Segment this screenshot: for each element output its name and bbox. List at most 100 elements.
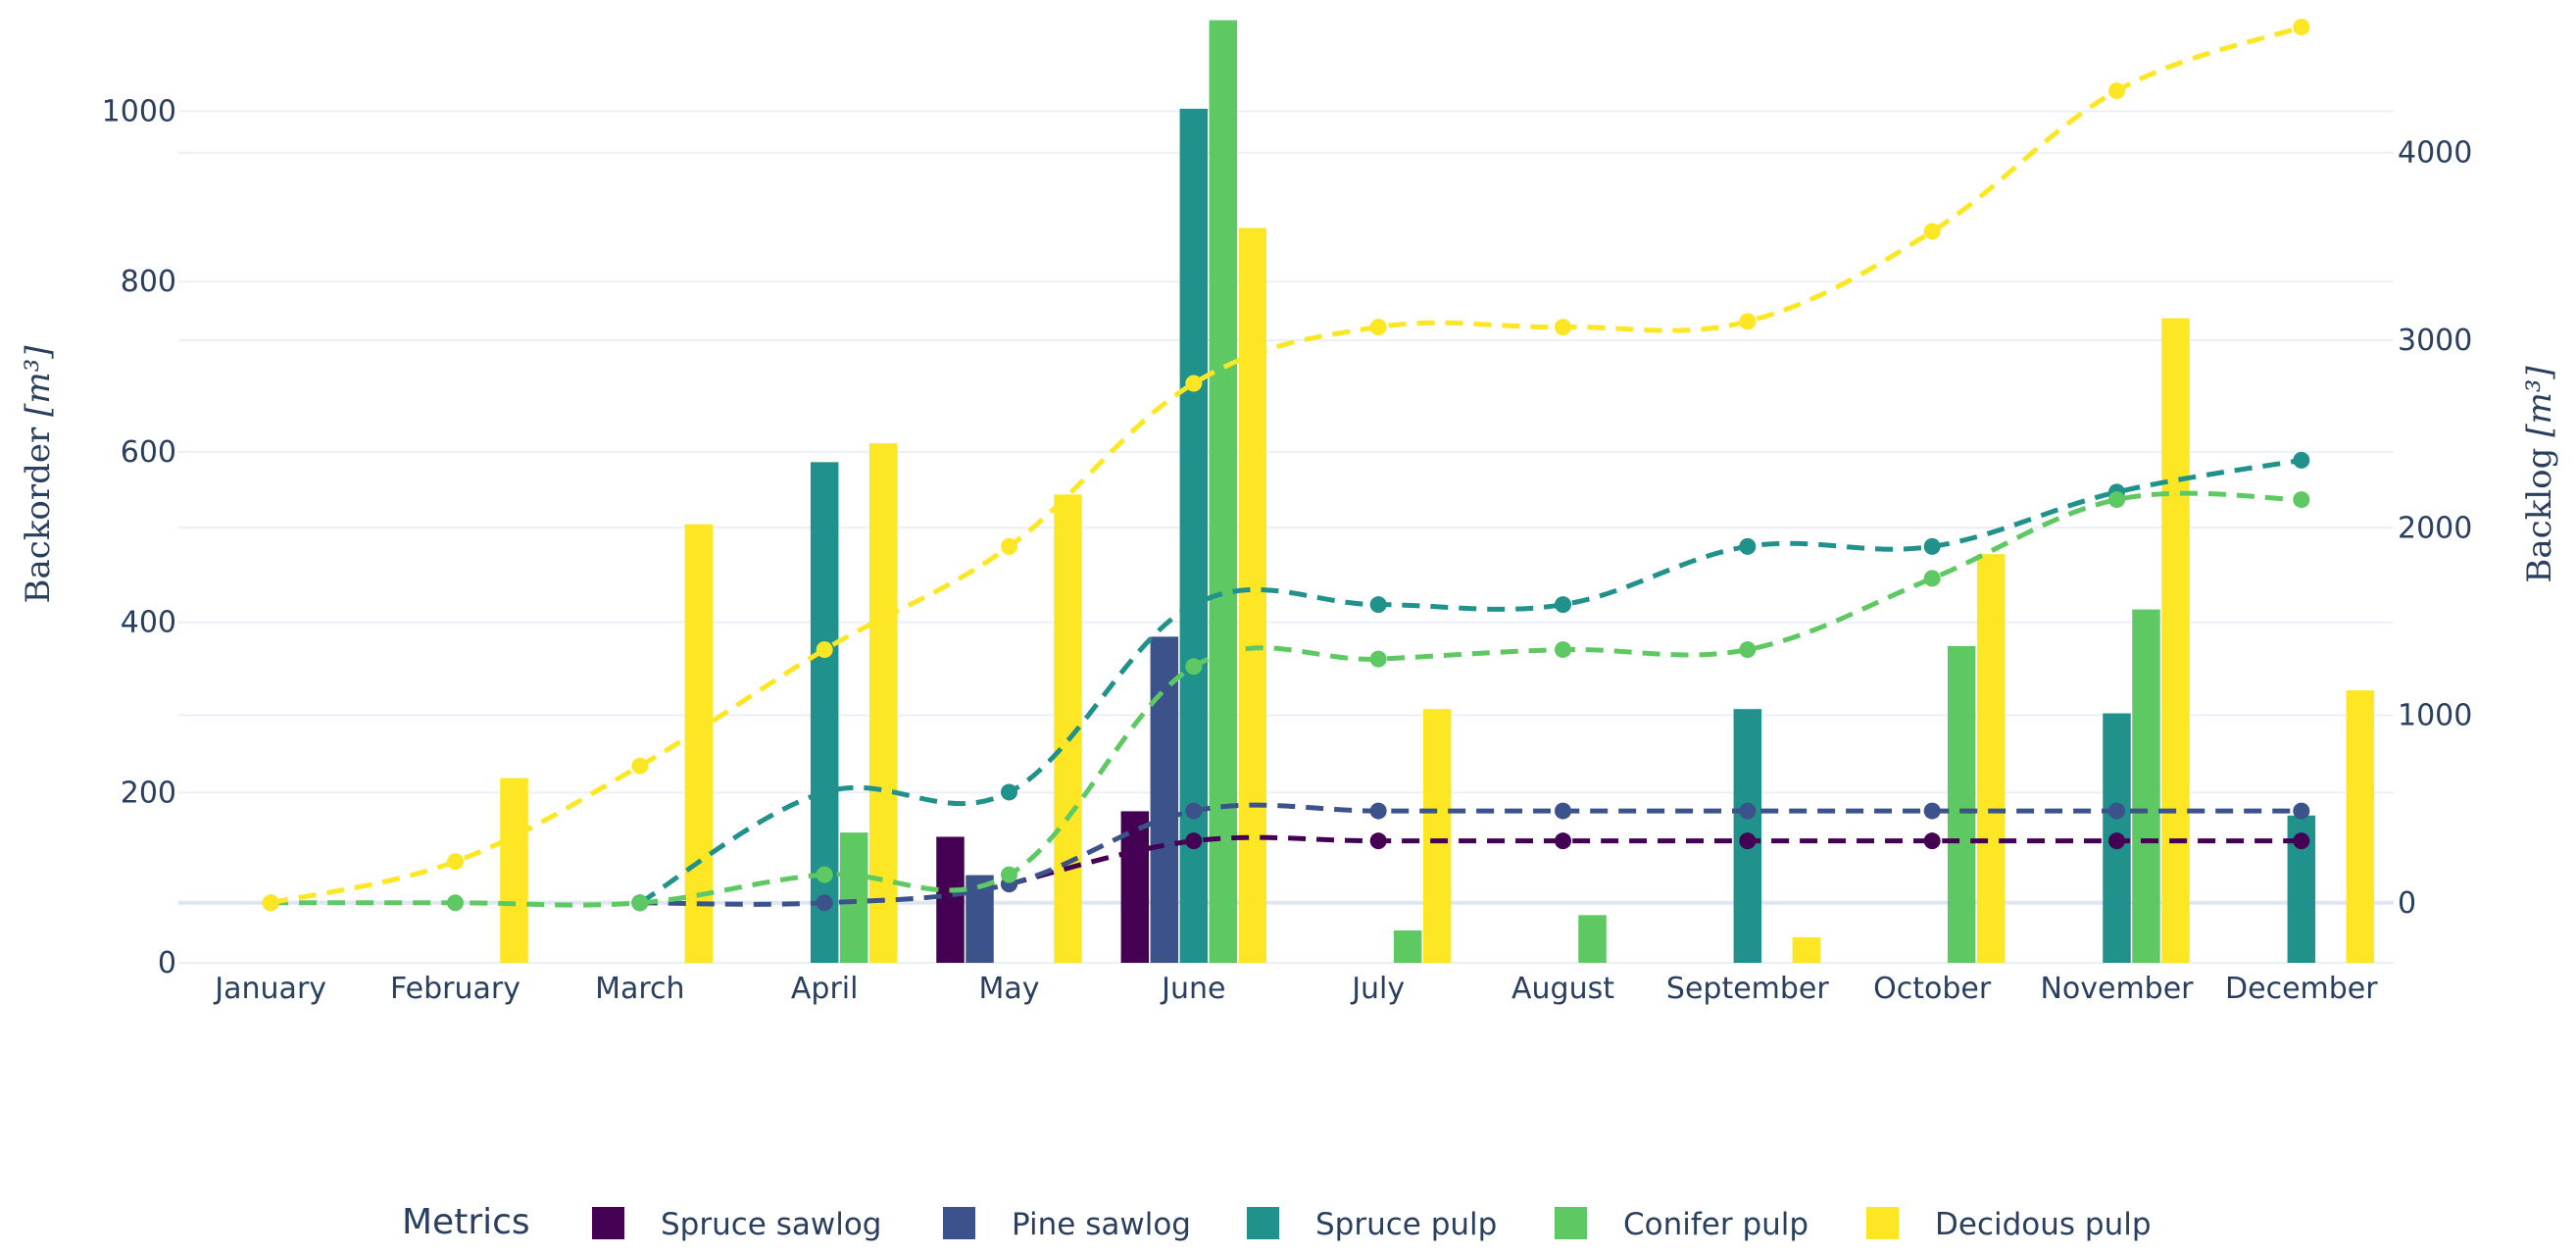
- backlog-point-decidous-pulp: [1185, 375, 1203, 392]
- bar-decidous-pulp: [1976, 554, 2006, 963]
- x-tick-label: July: [1350, 972, 1405, 1006]
- backlog-point-conifer-pulp: [1369, 650, 1387, 668]
- y-left-tick-label: 800: [121, 265, 176, 299]
- legend: Metrics Spruce sawlog Pine sawlog Spruce p…: [402, 1202, 2152, 1242]
- backlog-point-spruce-pulp: [1369, 596, 1387, 614]
- backlog-point-pine-sawlog: [1185, 802, 1203, 820]
- backlog-point-decidous-pulp: [816, 641, 833, 659]
- backlog-line-spruce-sawlog: [1008, 834, 2302, 887]
- bar-decidous-pulp: [2161, 318, 2190, 964]
- backlog-point-spruce-sawlog: [1185, 832, 1203, 850]
- legend-swatch: [943, 1207, 975, 1239]
- legend-label: Spruce sawlog: [661, 1207, 881, 1242]
- y-axis-right-title: Backlog [m³]: [2520, 366, 2559, 583]
- backlog-point-spruce-pulp: [1555, 596, 1571, 614]
- x-tick-label: October: [1873, 972, 1992, 1006]
- bar-conifer-pulp: [1393, 929, 1422, 963]
- y-right-tick-label: 1000: [2398, 699, 2472, 733]
- backlog-line-pine-sawlog: [639, 802, 2302, 907]
- backlog-point-pine-sawlog: [816, 894, 833, 912]
- backlog-point-decidous-pulp: [1739, 313, 1757, 330]
- backlog-point-decidous-pulp: [631, 757, 649, 775]
- backlog-point-conifer-pulp: [1555, 641, 1571, 659]
- bar-decidous-pulp: [1792, 936, 1821, 963]
- legend-swatch: [1247, 1207, 1279, 1239]
- bar-conifer-pulp: [2132, 609, 2160, 963]
- backlog-point-conifer-pulp: [2293, 491, 2310, 509]
- x-tick-label: January: [213, 972, 326, 1006]
- bar-decidous-pulp: [1238, 227, 1267, 963]
- bar-spruce-pulp: [1179, 108, 1209, 963]
- bar-spruce-sawlog: [936, 836, 965, 963]
- x-tick-label: September: [1666, 972, 1829, 1006]
- backlog-point-spruce-pulp: [1001, 783, 1017, 801]
- backlog-point-decidous-pulp: [262, 894, 279, 912]
- backlog-point-decidous-pulp: [1001, 537, 1017, 555]
- bar-decidous-pulp: [684, 524, 714, 963]
- backlog-point-spruce-sawlog: [2108, 832, 2125, 850]
- backlog-point-conifer-pulp: [816, 866, 833, 883]
- y-right-tick-label: 3000: [2398, 324, 2472, 358]
- x-tick-label: April: [791, 972, 859, 1006]
- axes: 0 200 400 600 800 1000 0 1000 2000 3000 4000 Januar…: [102, 95, 2473, 1006]
- backlog-point-decidous-pulp: [1555, 319, 1571, 336]
- bar-pine-sawlog: [1150, 636, 1179, 963]
- bar-decidous-pulp: [2346, 690, 2375, 963]
- backlog-point-conifer-pulp: [1739, 641, 1757, 659]
- backlog-point-spruce-pulp: [1923, 537, 1941, 555]
- backlog-point-spruce-pulp: [1739, 537, 1757, 555]
- backlog-line-spruce-pulp: [638, 457, 2303, 905]
- x-tick-label: February: [390, 972, 520, 1006]
- backlog-line-decidous-pulp: [270, 25, 2303, 906]
- y-axis-left-title: Backorder [m³]: [19, 345, 58, 604]
- backlog-point-spruce-pulp: [1185, 596, 1203, 614]
- backlog-point-spruce-sawlog: [2293, 832, 2310, 850]
- y-right-tick-label: 0: [2398, 886, 2416, 921]
- legend-label: Spruce pulp: [1315, 1207, 1497, 1242]
- backlog-point-conifer-pulp: [447, 894, 464, 912]
- backlog-lines: [262, 19, 2310, 912]
- bar-conifer-pulp: [1209, 20, 1238, 963]
- backlog-point-decidous-pulp: [1369, 319, 1387, 336]
- y-left-tick-label: 1000: [102, 95, 176, 129]
- legend-label: Pine sawlog: [1012, 1207, 1191, 1242]
- backlog-point-conifer-pulp: [1185, 658, 1203, 676]
- legend-label: Decidous pulp: [1935, 1207, 2152, 1242]
- bar-spruce-pulp: [810, 462, 839, 963]
- backlog-point-decidous-pulp: [1923, 223, 1941, 240]
- gridlines: [178, 110, 2394, 964]
- backlog-point-decidous-pulp: [447, 853, 464, 871]
- backlog-line-conifer-pulp: [271, 490, 2302, 908]
- bar-conifer-pulp: [1947, 645, 1976, 963]
- bars: [500, 20, 2375, 964]
- y-right-tick-label: 2000: [2398, 511, 2472, 545]
- x-tick-label: August: [1511, 972, 1614, 1006]
- legend-title: Metrics: [402, 1202, 530, 1242]
- y-left-tick-label: 200: [121, 776, 176, 810]
- backlog-point-pine-sawlog: [1555, 802, 1571, 820]
- backlog-point-conifer-pulp: [1923, 570, 1941, 587]
- y-left-tick-label: 0: [158, 946, 176, 980]
- backlog-point-decidous-pulp: [2108, 82, 2125, 100]
- x-tick-label: November: [2040, 972, 2194, 1006]
- backlog-point-spruce-pulp: [2293, 451, 2310, 469]
- x-tick-label: December: [2225, 972, 2378, 1006]
- x-tick-label: March: [595, 972, 684, 1006]
- legend-swatch: [1866, 1207, 1899, 1239]
- backlog-point-pine-sawlog: [2293, 802, 2310, 820]
- y-right-tick-label: 4000: [2398, 136, 2472, 171]
- legend-label: Conifer pulp: [1623, 1207, 1808, 1242]
- backlog-point-spruce-sawlog: [1923, 832, 1941, 850]
- backlog-point-spruce-pulp: [816, 783, 833, 801]
- legend-swatch: [592, 1207, 624, 1239]
- bar-conifer-pulp: [1578, 915, 1607, 963]
- backlog-point-spruce-sawlog: [1369, 832, 1387, 850]
- backlog-point-decidous-pulp: [2293, 19, 2310, 36]
- backlog-point-pine-sawlog: [1923, 802, 1941, 820]
- backlog-point-pine-sawlog: [1739, 802, 1757, 820]
- backlog-point-conifer-pulp: [1001, 866, 1017, 883]
- y-left-tick-label: 600: [121, 435, 176, 470]
- backlog-point-conifer-pulp: [631, 894, 649, 912]
- y-left-tick-label: 400: [121, 606, 176, 640]
